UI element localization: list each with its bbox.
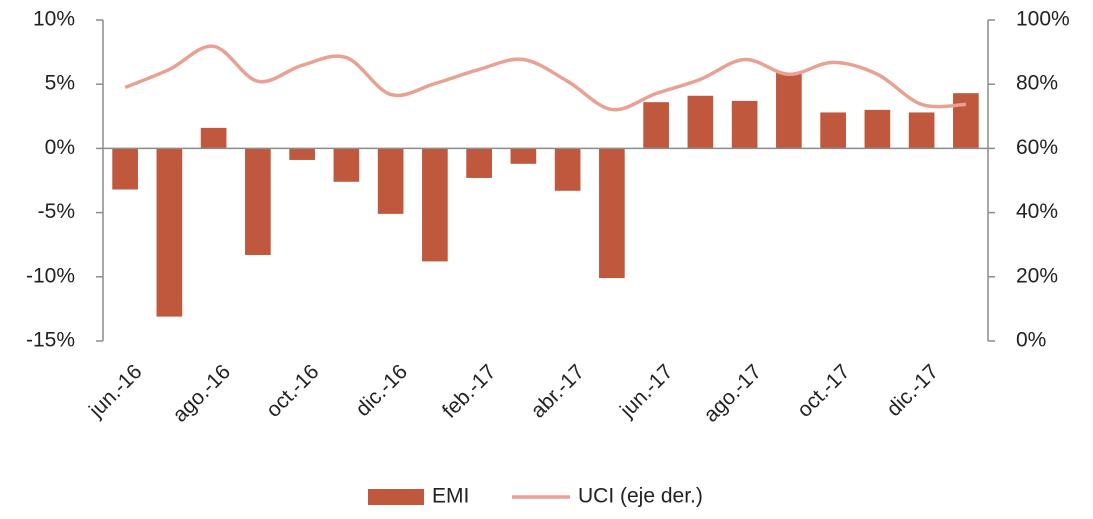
y-tick-label: -15% [26, 329, 75, 352]
legend-label: EMI [432, 485, 469, 508]
y-tick-label: 0% [45, 136, 75, 159]
bar [864, 109, 891, 149]
bar [820, 112, 846, 149]
bar [599, 148, 625, 279]
bar [112, 148, 138, 190]
bar [953, 93, 979, 149]
bar [776, 72, 802, 149]
bar [200, 127, 227, 149]
bar [510, 148, 537, 164]
x-tick-label: jun.-16 [84, 360, 146, 422]
y2-tick-label: 40% [1016, 200, 1058, 223]
bar [687, 95, 714, 149]
bar [908, 112, 935, 149]
bar [731, 100, 758, 149]
bar [466, 148, 492, 178]
x-tick-label: jun.-17 [615, 360, 677, 422]
x-tick-label: ago.-17 [699, 360, 766, 427]
y2-tick-label: 60% [1016, 136, 1058, 159]
bar [377, 148, 404, 214]
y2-tick-label: 0% [1016, 329, 1046, 352]
bar [333, 148, 360, 182]
y-tick-label: -5% [38, 200, 75, 223]
y2-tick-label: 80% [1016, 72, 1058, 95]
bar [289, 148, 315, 160]
bar [156, 148, 183, 317]
y-tick-label: 5% [45, 72, 75, 95]
legend-label: UCI (eje der.) [578, 485, 703, 508]
x-tick-label: dic.-16 [351, 360, 412, 421]
x-tick-label: ago.-16 [168, 360, 235, 427]
y2-tick-label: 100% [1016, 8, 1070, 31]
bar [245, 148, 271, 255]
y-tick-label: -10% [26, 264, 75, 287]
line [124, 44, 966, 112]
x-tick-label: oct.-16 [262, 360, 324, 422]
x-tick-label: abr.-17 [527, 360, 590, 423]
bar [422, 148, 448, 262]
y2-tick-label: 20% [1016, 264, 1058, 287]
legend-swatch [368, 489, 424, 505]
x-tick-label: oct.-17 [793, 360, 855, 422]
x-tick-label: feb.-17 [438, 360, 501, 423]
x-tick-label: dic.-17 [882, 360, 943, 421]
bar [643, 102, 669, 149]
y-tick-label: 10% [33, 8, 75, 31]
bar [554, 148, 581, 191]
